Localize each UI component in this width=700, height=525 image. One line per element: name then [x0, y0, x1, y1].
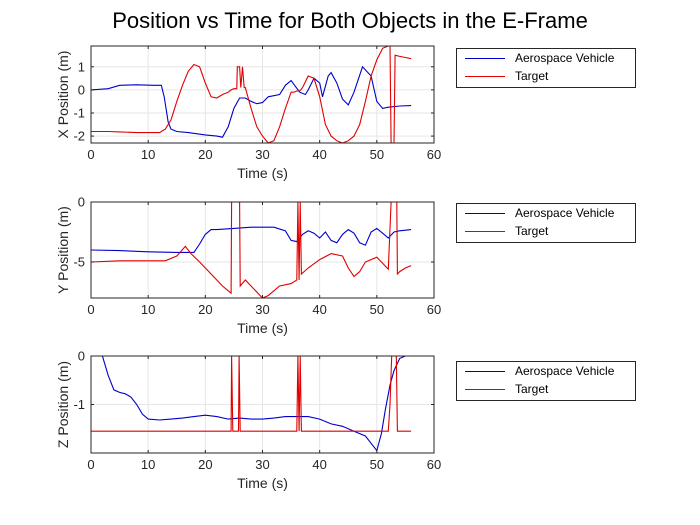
x-tick-label: 40 [312, 457, 326, 472]
legend-swatch [465, 58, 505, 59]
x-tick-label: 20 [198, 457, 212, 472]
y-axis-label: X Position (m) [55, 51, 71, 139]
x-tick-label: 60 [427, 147, 441, 162]
x-axis-label: Time (s) [237, 475, 288, 491]
series-line-vehicle [91, 226, 412, 253]
y-tick-label: 1 [78, 59, 85, 74]
legend-1: Aerospace Vehicle Target [456, 48, 636, 88]
x-tick-label: 40 [312, 147, 326, 162]
x-tick-label: 0 [87, 457, 94, 472]
legend-label: Target [515, 382, 549, 396]
x-tick-label: 50 [370, 147, 384, 162]
legend-entry: Target [457, 68, 635, 86]
subplot-2: 0 10 20 30 40 50 60 -5 0 Time (s) Y Position (m) [55, 195, 441, 337]
legend-label: Aerospace Vehicle [515, 364, 615, 378]
y-axis-label: Z Position (m) [55, 361, 71, 448]
legend-entry: Target [457, 223, 635, 241]
x-tick-label: 10 [141, 457, 155, 472]
x-tick-label: 60 [427, 457, 441, 472]
subplot-1: 0 10 20 30 40 50 60 -2 -1 0 1 Time (s) X Position (m… [55, 45, 441, 181]
x-tick-label: 20 [198, 302, 212, 317]
x-tick-label: 30 [255, 147, 269, 162]
series-line-target [91, 202, 412, 298]
x-tick-label: 30 [255, 457, 269, 472]
legend-swatch [465, 371, 505, 372]
series-line-target [91, 46, 412, 143]
x-tick-label: 50 [370, 302, 384, 317]
x-tick-label: 40 [312, 302, 326, 317]
x-tick-label: 10 [141, 147, 155, 162]
x-tick-label: 60 [427, 302, 441, 317]
legend-label: Target [515, 224, 549, 238]
legend-swatch [465, 76, 505, 77]
x-tick-label: 30 [255, 302, 269, 317]
x-tick-label: 0 [87, 147, 94, 162]
x-tick-label: 50 [370, 457, 384, 472]
legend-2: Aerospace Vehicle Target [456, 203, 636, 243]
subplot-3: 0 10 20 30 40 50 60 -1 0 Time (s) Z Position (m) [55, 349, 441, 492]
legend-label: Aerospace Vehicle [515, 206, 615, 220]
y-tick-label: -1 [73, 105, 85, 120]
series-line-vehicle [91, 356, 412, 452]
series-line-target [91, 356, 412, 432]
legend-swatch [465, 213, 505, 214]
x-tick-label: 0 [87, 302, 94, 317]
legend-label: Aerospace Vehicle [515, 51, 615, 65]
y-tick-label: 0 [78, 195, 85, 210]
y-tick-label: -5 [73, 255, 85, 270]
y-tick-label: 0 [78, 349, 85, 364]
legend-entry: Target [457, 381, 635, 399]
x-tick-label: 10 [141, 302, 155, 317]
legend-swatch [465, 231, 505, 232]
legend-label: Target [515, 69, 549, 83]
y-tick-label: 0 [78, 82, 85, 97]
legend-3: Aerospace Vehicle Target [456, 361, 636, 401]
x-tick-label: 20 [198, 147, 212, 162]
y-axis-label: Y Position (m) [55, 206, 71, 294]
x-axis-label: Time (s) [237, 320, 288, 336]
y-tick-label: -1 [73, 397, 85, 412]
legend-entry: Aerospace Vehicle [457, 50, 635, 68]
figure-title: Position vs Time for Both Objects in the… [112, 8, 588, 33]
x-axis-label: Time (s) [237, 165, 288, 181]
legend-swatch [465, 389, 505, 390]
y-tick-label: -2 [73, 129, 85, 144]
legend-entry: Aerospace Vehicle [457, 205, 635, 223]
legend-entry: Aerospace Vehicle [457, 363, 635, 381]
